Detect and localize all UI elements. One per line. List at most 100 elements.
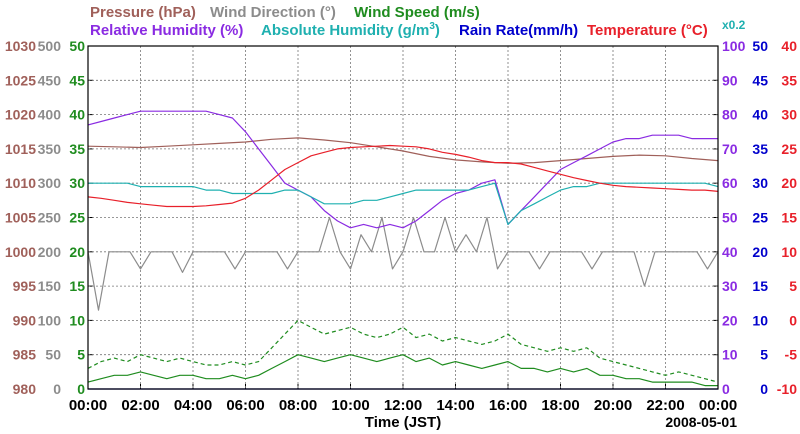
series-line-wind-speed-m-s-dashed [87,319,719,383]
legend-wind-speed: Wind Speed (m/s) [354,4,480,21]
y-tick-label-wind-direction: 50 [45,347,61,363]
x-tick-label: 08:00 [279,397,317,414]
y-tick-label-relative-humidity: 10 [722,347,738,363]
series-line-temperature-c [87,144,719,208]
y-tick-label-temperature: -5 [785,347,798,363]
y-tick-label-temperature: 25 [781,141,797,157]
x-tick-label: 10:00 [331,397,369,414]
x-tick-label: 12:00 [384,397,422,414]
y-tick-label-relative-humidity: 30 [722,278,738,294]
y-tick-label-rain-rate: 35 [752,141,768,157]
y-tick-label-wind-direction: 250 [38,210,62,226]
y-tick-label-relative-humidity: 100 [722,38,746,54]
y-tick-label-wind-direction: 0 [53,381,61,397]
series-line-wind-direction [87,216,719,311]
y-tick-label-rain-rate: 40 [752,107,768,123]
x-axis-label: Time (JST) [365,414,441,431]
y-tick-label-wind-speed: 5 [77,347,85,363]
legend-relative-humidity: Relative Humidity (%) [90,22,243,39]
y-tick-label-wind-direction: 100 [38,312,62,328]
grid-layer [88,46,718,389]
y-tick-label-rain-rate: 15 [752,278,768,294]
x-tick-label: 20:00 [594,397,632,414]
y-tick-label-temperature: 5 [789,278,797,294]
x-tick-label: 04:00 [174,397,212,414]
y-tick-label-pressure: 1030 [5,38,36,54]
y-tick-label-relative-humidity: 50 [722,210,738,226]
y-tick-label-rain-rate: 10 [752,312,768,328]
y-tick-label-wind-speed: 35 [69,141,85,157]
y-tick-label-pressure: 985 [13,347,37,363]
x-tick-label: 16:00 [489,397,527,414]
y-tick-label-wind-direction: 200 [38,244,62,260]
x-tick-label: 22:00 [646,397,684,414]
y-tick-label-wind-speed: 45 [69,72,85,88]
y-tick-label-pressure: 1000 [5,244,36,260]
y-tick-label-temperature: 20 [781,175,797,191]
axes-layer: 00:00 02:00 04:00 06:00 08:00 10:00 12:00 14:00… [5,38,797,414]
y-tick-label-pressure: 1005 [5,210,36,226]
y-tick-label-rain-rate: 20 [752,244,768,260]
y-tick-label-wind-direction: 500 [38,38,62,54]
y-tick-label-wind-speed: 20 [69,244,85,260]
y-tick-label-wind-speed: 10 [69,312,85,328]
y-tick-label-rain-rate: 5 [760,347,768,363]
y-tick-label-pressure: 1015 [5,141,36,157]
x-tick-label: 00:00 [69,397,107,414]
y-tick-label-wind-speed: 40 [69,107,85,123]
y-tick-label-pressure: 1010 [5,175,36,191]
y-tick-label-temperature: 15 [781,210,797,226]
legend-absolute-humidity-sup: 3 [429,21,435,32]
series-line-absolute-humidity-g-m3 [88,182,719,225]
legend-wind-direction: Wind Direction (°) [210,4,336,21]
series-line-pressure-hpa [87,137,719,164]
y-tick-label-temperature: 10 [781,244,797,260]
legend-absolute-humidity-label: Absolute Humidity (g/m [261,22,429,39]
plot-frame [87,45,719,390]
legend-absolute-humidity: Absolute Humidity (g/m3) [261,21,440,39]
x-tick-label: 14:00 [436,397,474,414]
y-tick-label-rain-rate: 30 [752,175,768,191]
y-tick-label-wind-direction: 450 [38,72,62,88]
abs-humidity-scale-note: x0.2 [722,18,746,32]
y-tick-label-rain-rate: 50 [752,38,768,54]
y-tick-label-pressure: 1025 [5,72,36,88]
y-tick-label-relative-humidity: 80 [722,107,738,123]
y-tick-label-relative-humidity: 20 [722,312,738,328]
series-line-wind-speed-m-s-solid [87,354,718,387]
x-tick-label: 00:00 [699,397,737,414]
y-tick-label-wind-speed: 15 [69,278,85,294]
y-tick-label-pressure: 1020 [5,107,36,123]
y-tick-label-rain-rate: 25 [752,210,768,226]
legend-rain-rate: Rain Rate(mm/h) [459,22,578,39]
y-tick-label-temperature: 30 [781,107,797,123]
y-tick-label-wind-speed: 0 [77,381,85,397]
y-tick-label-wind-speed: 50 [69,38,85,54]
chart-date: 2008-05-01 [665,414,737,430]
series-line-relative-humidity [87,110,718,229]
y-tick-label-wind-direction: 300 [38,175,62,191]
y-tick-label-wind-direction: 150 [38,278,62,294]
y-tick-label-wind-speed: 25 [69,210,85,226]
legend-pressure: Pressure (hPa) [90,4,196,21]
x-tick-label: 02:00 [121,397,159,414]
y-tick-label-wind-direction: 350 [38,141,62,157]
y-tick-label-pressure: 980 [13,381,37,397]
y-tick-label-temperature: 0 [789,312,797,328]
y-tick-label-pressure: 995 [13,278,37,294]
x-tick-label: 06:00 [226,397,264,414]
y-tick-label-relative-humidity: 90 [722,72,738,88]
y-tick-label-temperature: 40 [781,38,797,54]
y-tick-label-relative-humidity: 60 [722,175,738,191]
y-tick-label-rain-rate: 45 [752,72,768,88]
y-tick-label-wind-direction: 400 [38,107,62,123]
y-tick-label-pressure: 990 [13,312,37,328]
y-tick-label-temperature: -10 [777,381,797,397]
y-tick-label-relative-humidity: 70 [722,141,738,157]
legend-temperature: Temperature (°C) [587,22,708,39]
y-tick-label-relative-humidity: 0 [722,381,730,397]
y-tick-label-wind-speed: 30 [69,175,85,191]
x-tick-label: 18:00 [541,397,579,414]
y-tick-label-relative-humidity: 40 [722,244,738,260]
